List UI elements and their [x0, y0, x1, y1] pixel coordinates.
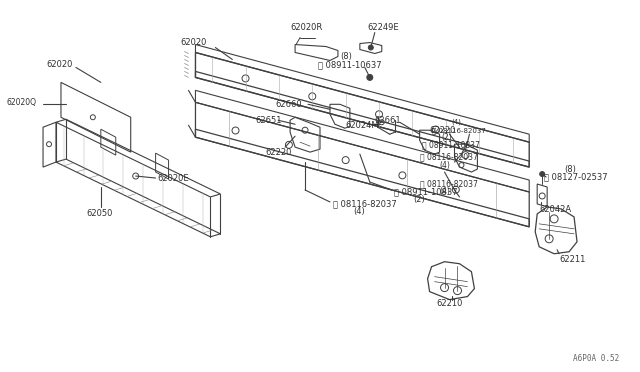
Text: (4): (4)	[440, 161, 451, 170]
Text: 62220: 62220	[265, 148, 292, 157]
Text: 62024M: 62024M	[345, 121, 378, 130]
Text: 62020Q: 62020Q	[6, 98, 36, 107]
Text: Ⓑ 08116-82037: Ⓑ 08116-82037	[420, 153, 477, 161]
Text: 62660: 62660	[275, 100, 302, 109]
Text: (8): (8)	[340, 52, 352, 61]
Text: (4): (4)	[451, 119, 461, 125]
Text: Ⓝ 08911-10637: Ⓝ 08911-10637	[318, 60, 381, 69]
Text: 62042A: 62042A	[539, 205, 572, 214]
Text: 62651: 62651	[255, 116, 282, 125]
Text: Ⓑ 08127-02537: Ⓑ 08127-02537	[544, 173, 608, 182]
Text: 62020E: 62020E	[157, 173, 189, 183]
Text: 62661: 62661	[375, 116, 401, 125]
Circle shape	[368, 45, 373, 50]
Text: 62220: 62220	[429, 126, 456, 135]
Text: (4): (4)	[353, 208, 365, 217]
Text: Ⓝ 08911-10837: Ⓝ 08911-10837	[422, 141, 479, 150]
Text: Ⓑ 08116-82037: Ⓑ 08116-82037	[431, 127, 486, 134]
Text: A6P0A 0.52: A6P0A 0.52	[573, 355, 619, 363]
Text: Ⓑ 08116-82037: Ⓑ 08116-82037	[420, 180, 477, 189]
Text: Ⓝ 08911-10837: Ⓝ 08911-10837	[394, 187, 458, 196]
Text: Ⓑ 08116-82037: Ⓑ 08116-82037	[333, 199, 397, 208]
Text: (8): (8)	[564, 164, 576, 174]
Text: 62249E: 62249E	[368, 23, 399, 32]
Text: (2): (2)	[413, 195, 426, 205]
Text: 62211: 62211	[559, 255, 586, 264]
Text: (2): (2)	[442, 133, 452, 142]
Text: 62020: 62020	[180, 38, 207, 47]
Text: (4): (4)	[440, 187, 451, 196]
Circle shape	[367, 74, 373, 80]
Text: 62050: 62050	[86, 209, 112, 218]
Text: 62020: 62020	[46, 60, 72, 69]
Circle shape	[540, 171, 545, 177]
Text: 62020R: 62020R	[290, 23, 323, 32]
Text: 62210: 62210	[436, 299, 463, 308]
